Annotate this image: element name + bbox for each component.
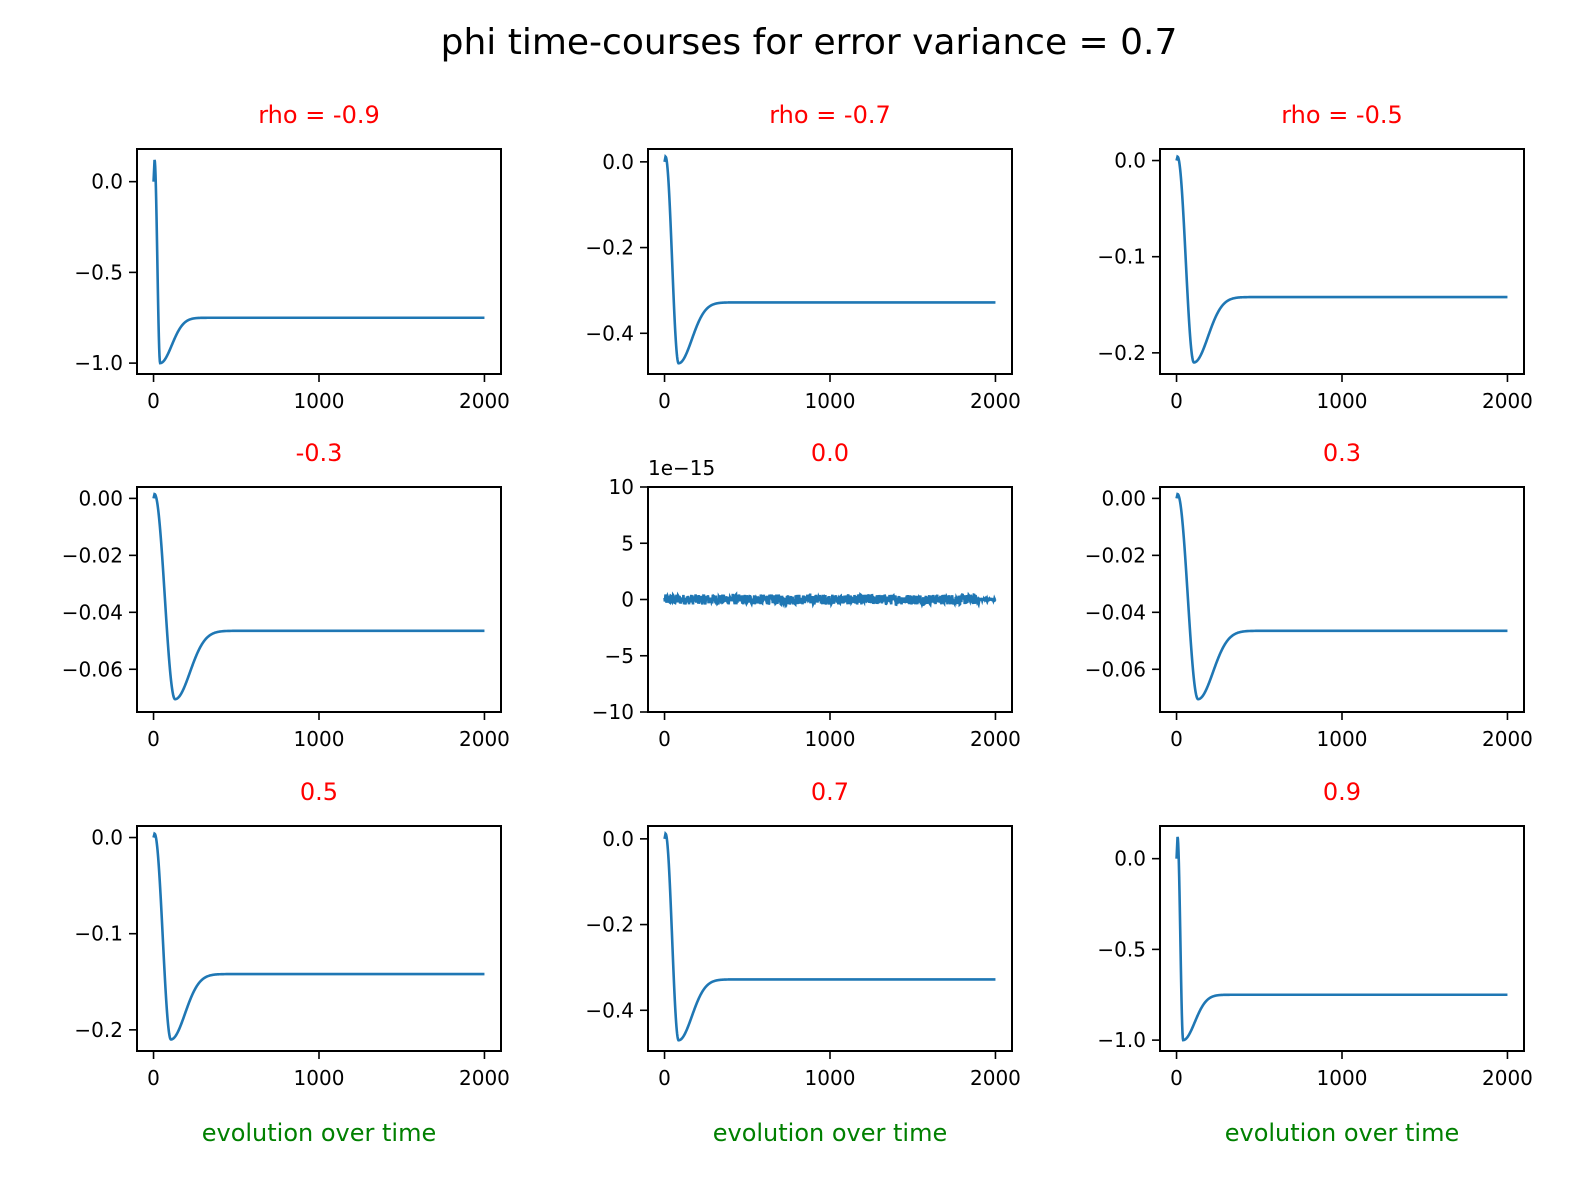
y-tick-label: −0.5 [74,260,123,284]
subplot-title: rho = -0.9 [258,101,380,129]
series-line [1175,836,1508,1042]
x-tick-label: 1000 [805,389,856,413]
y-tick-label: 0.0 [1114,149,1146,173]
y-tick-label: −0.5 [1097,937,1146,961]
axes-frame [1159,825,1525,1052]
x-tick-label: 2000 [970,727,1021,751]
x-tick-label: 1000 [805,1066,856,1090]
axes-frame [136,486,502,713]
x-tick-label: 2000 [1482,727,1533,751]
subplot-6: 0 1000 2000 0.00 −0.02 −0.04 −0.06 0.3 [1085,439,1533,751]
x-axis-label: evolution over time [1225,1119,1460,1147]
subplot-7: 0 1000 2000 0.0 −0.1 −0.2 0.5 evolution over ti… [74,778,509,1147]
series-line [152,159,485,365]
x-tick-label: 1000 [805,727,856,751]
x-tick-label: 1000 [1317,1066,1368,1090]
series-line [152,492,485,701]
x-tick-label: 0 [658,727,671,751]
axes-frame [136,148,502,375]
x-tick-label: 0 [147,389,160,413]
series-line [1175,154,1508,364]
x-tick-label: 1000 [1317,389,1368,413]
x-tick-label: 2000 [459,389,510,413]
y-tick-label: 5 [621,531,634,555]
x-tick-label: 2000 [970,389,1021,413]
subplot-1: 0 1000 2000 0.0 −0.5 −1.0 rho = -0.9 [74,101,509,413]
x-axis-label: evolution over time [713,1119,948,1147]
series-line [663,154,996,365]
series-line [663,831,996,1042]
y-tick-label: −0.06 [1085,657,1146,681]
y-tick-label: −1.0 [1097,1028,1146,1052]
x-tick-label: 0 [1170,1066,1183,1090]
x-tick-label: 2000 [1482,389,1533,413]
x-tick-label: 0 [658,1066,671,1090]
x-tick-label: 2000 [459,727,510,751]
y-tick-label: −1.0 [74,351,123,375]
axes-frame [1159,148,1525,375]
series-line [663,591,997,609]
figure-title: phi time-courses for error variance = 0.… [440,22,1178,63]
axes-frame [647,148,1013,375]
subplot-5: 0 1000 2000 10 5 0 −5 −10 1e−15 0.0 [592,439,1021,751]
subplot-4: 0 1000 2000 0.00 −0.02 −0.04 −0.06 -0.3 [62,439,510,751]
y-offset-label: 1e−15 [648,456,715,480]
y-tick-label: −0.02 [1085,543,1146,567]
x-tick-label: 0 [1170,727,1183,751]
x-tick-label: 0 [1170,389,1183,413]
subplot-title: 0.5 [300,778,338,806]
x-tick-label: 2000 [1482,1066,1533,1090]
subplot-title: rho = -0.5 [1281,101,1403,129]
axes-frame [647,825,1013,1052]
axes-frame [1159,486,1525,713]
y-tick-label: 0.00 [1101,486,1146,510]
y-tick-label: −0.2 [74,1018,123,1042]
axes-frame [136,825,502,1052]
x-tick-label: 1000 [1317,727,1368,751]
subplot-8: 0 1000 2000 0.0 −0.2 −0.4 0.7 evolution over ti… [585,778,1020,1147]
y-tick-label: −0.2 [585,913,634,937]
subplot-title: 0.7 [811,778,849,806]
y-tick-label: −0.06 [62,657,123,681]
y-tick-label: −0.1 [1097,245,1146,269]
series-line [152,831,485,1041]
x-tick-label: 0 [658,389,671,413]
subplot-9: 0 1000 2000 0.0 −0.5 −1.0 0.9 evolution over ti… [1097,778,1532,1147]
x-tick-label: 1000 [294,389,345,413]
x-tick-label: 2000 [459,1066,510,1090]
y-tick-label: 0.00 [78,486,123,510]
y-tick-label: 0.0 [602,150,634,174]
y-tick-label: −0.4 [585,998,634,1022]
y-tick-label: −0.2 [1097,341,1146,365]
y-tick-label: −0.1 [74,922,123,946]
y-tick-label: 0 [621,588,634,612]
subplot-3: 0 1000 2000 0.0 −0.1 −0.2 rho = -0.5 [1097,101,1532,413]
y-tick-label: −0.04 [62,600,123,624]
x-tick-label: 2000 [970,1066,1021,1090]
x-tick-label: 1000 [294,1066,345,1090]
subplot-title: 0.0 [811,439,849,467]
subplot-title: 0.9 [1323,778,1361,806]
subplot-title: 0.3 [1323,439,1361,467]
y-tick-label: −0.4 [585,321,634,345]
subplot-title: rho = -0.7 [769,101,891,129]
y-tick-label: 0.0 [1114,847,1146,871]
series-line [1175,492,1508,701]
x-tick-label: 1000 [294,727,345,751]
subplot-2: 0 1000 2000 0.0 −0.2 −0.4 rho = -0.7 [585,101,1020,413]
y-tick-label: −0.2 [585,236,634,260]
y-tick-label: −0.02 [62,543,123,567]
y-tick-label: −5 [605,644,634,668]
subplot-title: -0.3 [296,439,343,467]
y-tick-label: 10 [609,475,634,499]
y-tick-label: −10 [592,700,634,724]
x-tick-label: 0 [147,727,160,751]
y-tick-label: 0.0 [602,827,634,851]
x-tick-label: 0 [147,1066,160,1090]
y-tick-label: 0.0 [91,170,123,194]
y-tick-label: 0.0 [91,826,123,850]
y-tick-label: −0.04 [1085,600,1146,624]
x-axis-label: evolution over time [202,1119,437,1147]
